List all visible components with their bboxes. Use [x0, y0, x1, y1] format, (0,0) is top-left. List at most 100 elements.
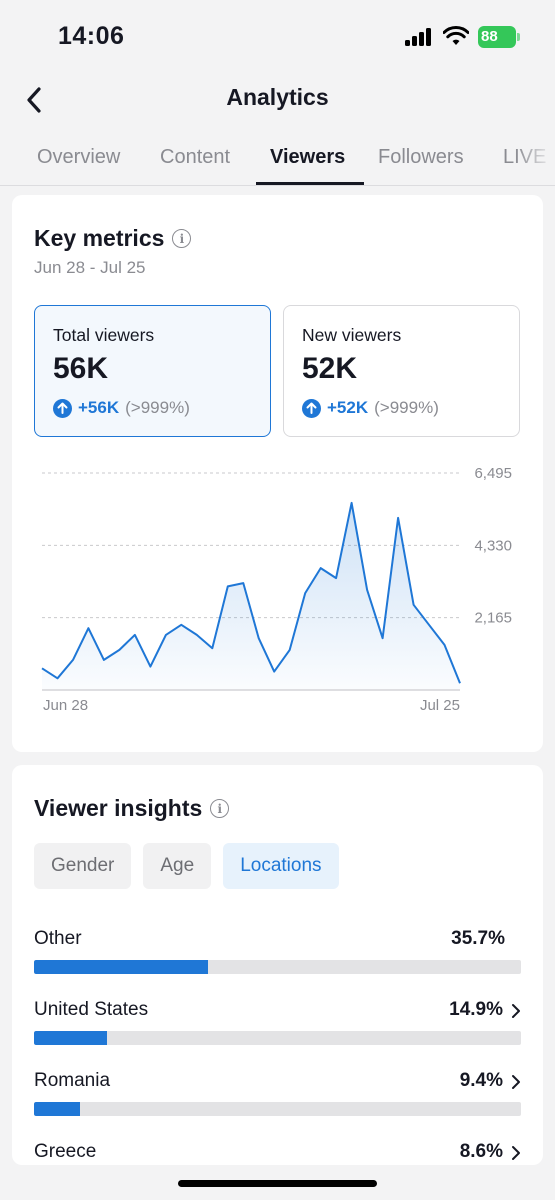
cellular-signal-icon [405, 28, 435, 46]
status-time: 14:06 [58, 22, 125, 50]
back-button[interactable] [14, 80, 54, 120]
data-point[interactable] [195, 633, 199, 637]
location-name: Greece [34, 1141, 97, 1162]
location-bar-fill [34, 1031, 107, 1045]
data-point[interactable] [412, 603, 416, 607]
chevron-right-icon [511, 1145, 521, 1165]
arrow-up-icon [302, 398, 321, 418]
data-point[interactable] [350, 501, 354, 505]
y-tick-label: 6,495 [474, 465, 512, 482]
y-tick-label: 4,330 [474, 537, 512, 554]
data-point[interactable] [427, 623, 431, 627]
status-bar: 14:06 88 [0, 0, 555, 72]
data-point[interactable] [241, 581, 245, 585]
data-point[interactable] [55, 676, 59, 680]
metric-card-total-viewers[interactable]: Total viewers 56K +56K (>999%) [34, 305, 271, 437]
arrow-up-icon [53, 398, 72, 418]
data-point[interactable] [164, 633, 168, 637]
location-bar-fill [34, 1102, 80, 1116]
data-point[interactable] [443, 643, 447, 647]
chevron-right-icon [511, 1003, 521, 1024]
data-point[interactable] [117, 648, 121, 652]
metric-change: +52K (>999%) [302, 398, 439, 418]
tab-overview[interactable]: Overview [37, 146, 121, 168]
metric-value: 52K [302, 352, 358, 385]
y-tick-label: 2,165 [474, 610, 512, 627]
data-point[interactable] [102, 658, 106, 662]
data-point[interactable] [86, 626, 90, 630]
viewers-area-chart: 6,495 4,330 2,165 Jun 28 Jul 25 [40, 465, 512, 714]
location-name: Other [34, 928, 82, 949]
metric-value: 56K [53, 352, 109, 385]
info-icon[interactable]: i [210, 799, 230, 818]
data-point[interactable] [226, 584, 230, 588]
data-point[interactable] [179, 623, 183, 627]
data-point[interactable] [272, 670, 276, 674]
location-row-romania[interactable]: Romania 9.4% [34, 1070, 521, 1130]
key-metrics-card: Key metrics i Jun 28 - Jul 25 Total view… [12, 195, 543, 752]
data-point[interactable] [71, 658, 75, 662]
data-point[interactable] [396, 516, 400, 520]
segment-age[interactable]: Age [143, 843, 212, 889]
viewer-insights-title: Viewer insights [34, 795, 203, 821]
location-name: Romania [34, 1070, 111, 1091]
location-row-united-states[interactable]: United States 14.9% [34, 999, 521, 1059]
location-bar-track [34, 1031, 521, 1045]
data-point[interactable] [303, 591, 307, 595]
location-bar-track [34, 1102, 521, 1116]
chart-line [41, 501, 461, 684]
metric-label: New viewers [302, 325, 402, 345]
x-tick-start: Jun 28 [43, 697, 88, 714]
battery-level: 88 [481, 28, 498, 45]
home-indicator[interactable] [178, 1180, 377, 1187]
location-name: United States [34, 999, 149, 1020]
change-value: +56K [78, 398, 120, 417]
tab-bar: Overview Content Viewers Followers LIVE [0, 128, 555, 186]
data-point[interactable] [458, 681, 462, 685]
tab-viewers[interactable]: Viewers [270, 146, 346, 168]
key-metrics-title: Key metrics [34, 225, 165, 251]
data-point[interactable] [288, 648, 292, 652]
metric-card-new-viewers[interactable]: New viewers 52K +52K (>999%) [283, 305, 520, 437]
location-row-other: Other 35.7% [34, 928, 521, 988]
location-percent: 8.6% [459, 1141, 503, 1162]
info-icon[interactable]: i [172, 229, 192, 248]
metric-change: +56K (>999%) [53, 398, 190, 418]
location-percent: 35.7% [451, 928, 505, 949]
location-bar-fill [34, 960, 208, 974]
data-point[interactable] [210, 646, 214, 650]
change-value: +52K [327, 398, 369, 417]
change-percent: (>999%) [125, 398, 190, 417]
location-bar-track [34, 960, 521, 974]
insight-segment-control: Gender Age Locations [34, 843, 339, 889]
key-metrics-heading: Key metrics i [34, 225, 192, 252]
chart-area-fill [42, 502, 460, 690]
data-point[interactable] [319, 566, 323, 570]
segment-gender[interactable]: Gender [34, 843, 132, 889]
location-percent: 9.4% [459, 1070, 503, 1091]
data-point[interactable] [381, 636, 385, 640]
location-percent: 14.9% [449, 999, 503, 1020]
viewer-insights-heading: Viewer insights i [34, 795, 230, 822]
tab-fade [515, 128, 555, 185]
data-point[interactable] [257, 636, 261, 640]
viewer-insights-card: Viewer insights i Gender Age Locations O… [12, 765, 543, 1165]
metric-label: Total viewers [53, 325, 155, 345]
tab-followers[interactable]: Followers [378, 146, 464, 168]
data-point[interactable] [334, 576, 338, 580]
data-point[interactable] [40, 666, 44, 670]
battery-icon: 88 [478, 26, 520, 48]
tab-content[interactable]: Content [160, 146, 231, 168]
header: Analytics [0, 72, 555, 128]
wifi-icon [443, 26, 469, 45]
segment-locations[interactable]: Locations [223, 843, 339, 889]
chevron-left-icon [27, 87, 41, 113]
change-percent: (>999%) [374, 398, 439, 417]
location-row-greece[interactable]: Greece 8.6% [34, 1141, 521, 1165]
data-point[interactable] [148, 665, 152, 669]
page-title: Analytics [226, 84, 329, 110]
chevron-right-icon [511, 1074, 521, 1095]
data-point[interactable] [365, 588, 369, 592]
active-tab-indicator [256, 182, 364, 185]
data-point[interactable] [133, 633, 137, 637]
